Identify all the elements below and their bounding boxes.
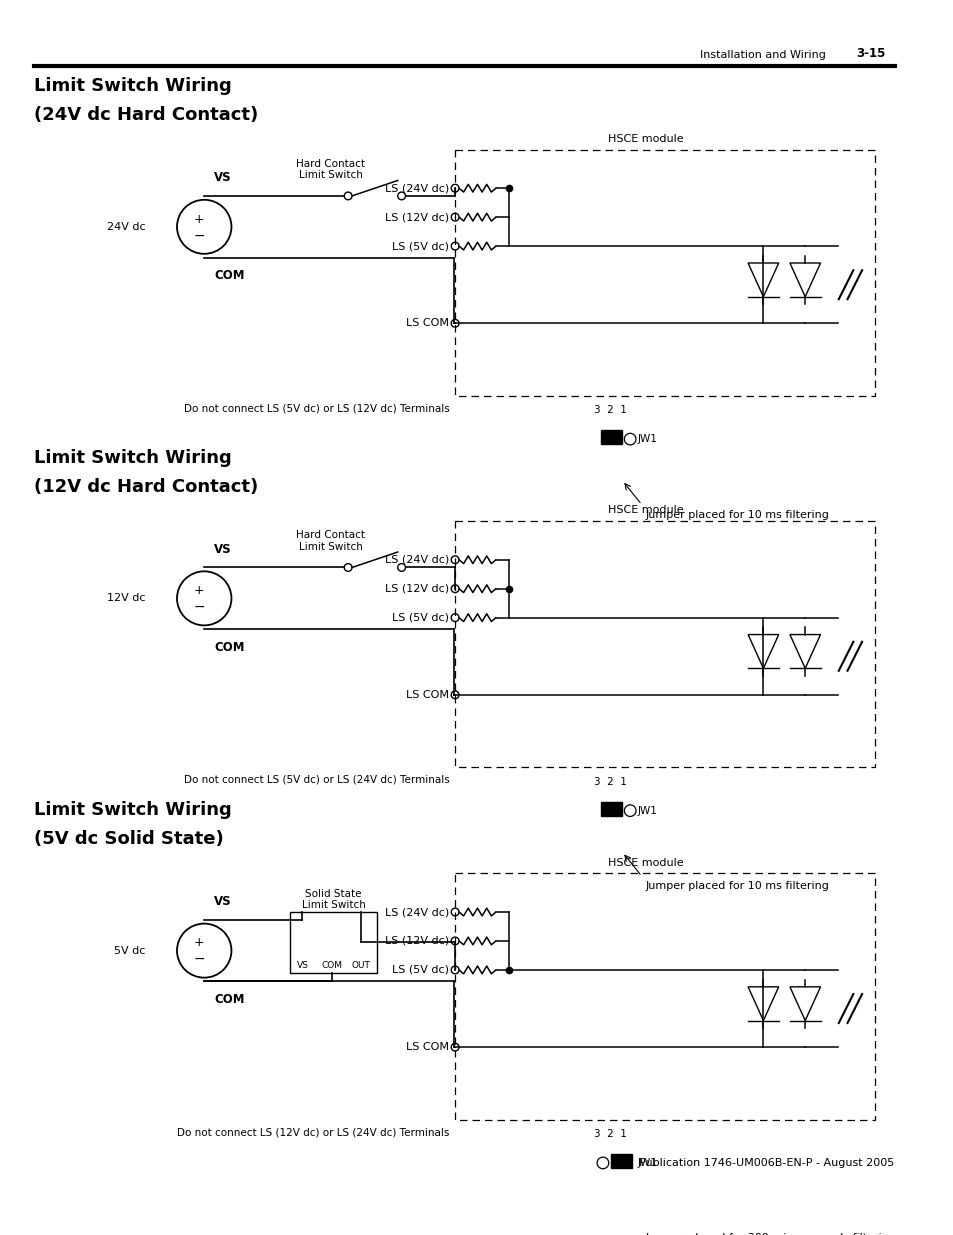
Text: VS: VS — [213, 895, 232, 908]
Text: Jumper placed for 10 ms filtering: Jumper placed for 10 ms filtering — [645, 510, 829, 520]
Text: (5V dc Solid State): (5V dc Solid State) — [34, 830, 224, 848]
Text: 12V dc: 12V dc — [108, 593, 146, 604]
Text: VS: VS — [296, 961, 308, 969]
Text: LS (12V dc): LS (12V dc) — [385, 212, 449, 222]
Text: OUT: OUT — [351, 961, 370, 969]
Text: Limit Switch Wiring: Limit Switch Wiring — [34, 802, 232, 819]
Text: LS COM: LS COM — [406, 690, 449, 700]
Bar — [600, 802, 621, 815]
Text: 3-15: 3-15 — [855, 47, 884, 59]
Text: 3  2  1: 3 2 1 — [594, 405, 626, 415]
Text: +: + — [193, 936, 205, 950]
Text: 24V dc: 24V dc — [107, 222, 146, 232]
Circle shape — [623, 433, 636, 445]
Circle shape — [597, 1157, 608, 1168]
Text: Installation and Wiring: Installation and Wiring — [700, 49, 825, 59]
Text: JW1: JW1 — [638, 1158, 658, 1168]
Text: Do not connect LS (5V dc) or LS (24V dc) Terminals: Do not connect LS (5V dc) or LS (24V dc)… — [183, 776, 449, 785]
Text: LS (24V dc): LS (24V dc) — [385, 555, 449, 564]
Text: JW1: JW1 — [638, 805, 658, 815]
Text: Hard Contact: Hard Contact — [295, 159, 365, 169]
Text: LS (5V dc): LS (5V dc) — [392, 613, 449, 622]
Bar — [290, 911, 377, 973]
Text: HSCE module: HSCE module — [607, 133, 683, 143]
Text: LS (12V dc): LS (12V dc) — [385, 584, 449, 594]
Text: HSCE module: HSCE module — [607, 505, 683, 515]
Text: Limit Switch: Limit Switch — [298, 542, 362, 552]
Text: 3  2  1: 3 2 1 — [594, 1129, 626, 1139]
Text: (12V dc Hard Contact): (12V dc Hard Contact) — [34, 478, 258, 495]
Text: COM: COM — [321, 961, 342, 969]
Bar — [600, 431, 621, 443]
Bar — [610, 1155, 632, 1168]
Text: Limit Switch: Limit Switch — [298, 170, 362, 180]
Text: LS (24V dc): LS (24V dc) — [385, 183, 449, 193]
Bar — [455, 521, 874, 767]
Bar — [455, 149, 874, 395]
Text: −: − — [193, 600, 205, 614]
Text: +: + — [193, 212, 205, 226]
Text: 5V dc: 5V dc — [114, 946, 146, 956]
Text: LS (5V dc): LS (5V dc) — [392, 965, 449, 974]
Text: LS COM: LS COM — [406, 319, 449, 329]
Text: LS (5V dc): LS (5V dc) — [392, 241, 449, 251]
Circle shape — [623, 805, 636, 816]
Text: Limit Switch Wiring: Limit Switch Wiring — [34, 78, 232, 95]
Text: Jumper placed for 10 ms filtering: Jumper placed for 10 ms filtering — [645, 881, 829, 892]
Text: LS (12V dc): LS (12V dc) — [385, 936, 449, 946]
Text: COM: COM — [213, 269, 244, 283]
Text: Do not connect LS (12V dc) or LS (24V dc) Terminals: Do not connect LS (12V dc) or LS (24V dc… — [176, 1128, 449, 1137]
Text: VS: VS — [213, 172, 232, 184]
Text: COM: COM — [213, 641, 244, 653]
Text: VS: VS — [213, 543, 232, 556]
Text: Hard Contact: Hard Contact — [295, 531, 365, 541]
Text: COM: COM — [213, 993, 244, 1007]
Text: Limit Switch: Limit Switch — [301, 900, 365, 910]
Text: LS COM: LS COM — [406, 1042, 449, 1052]
Text: Jumper placed for 300 microseconds filtering: Jumper placed for 300 microseconds filte… — [645, 1234, 896, 1235]
Text: +: + — [193, 584, 205, 598]
Bar — [455, 873, 874, 1119]
Text: −: − — [193, 952, 205, 966]
Text: Publication 1746-UM006B-EN-P - August 2005: Publication 1746-UM006B-EN-P - August 20… — [639, 1157, 894, 1168]
Text: −: − — [193, 228, 205, 242]
Text: 3  2  1: 3 2 1 — [594, 777, 626, 787]
Text: JW1: JW1 — [638, 435, 658, 445]
Text: Limit Switch Wiring: Limit Switch Wiring — [34, 448, 232, 467]
Text: (24V dc Hard Contact): (24V dc Hard Contact) — [34, 106, 258, 125]
Text: Do not connect LS (5V dc) or LS (12V dc) Terminals: Do not connect LS (5V dc) or LS (12V dc)… — [183, 404, 449, 414]
Text: HSCE module: HSCE module — [607, 857, 683, 868]
Text: LS (24V dc): LS (24V dc) — [385, 906, 449, 918]
Text: Solid State: Solid State — [305, 888, 361, 899]
